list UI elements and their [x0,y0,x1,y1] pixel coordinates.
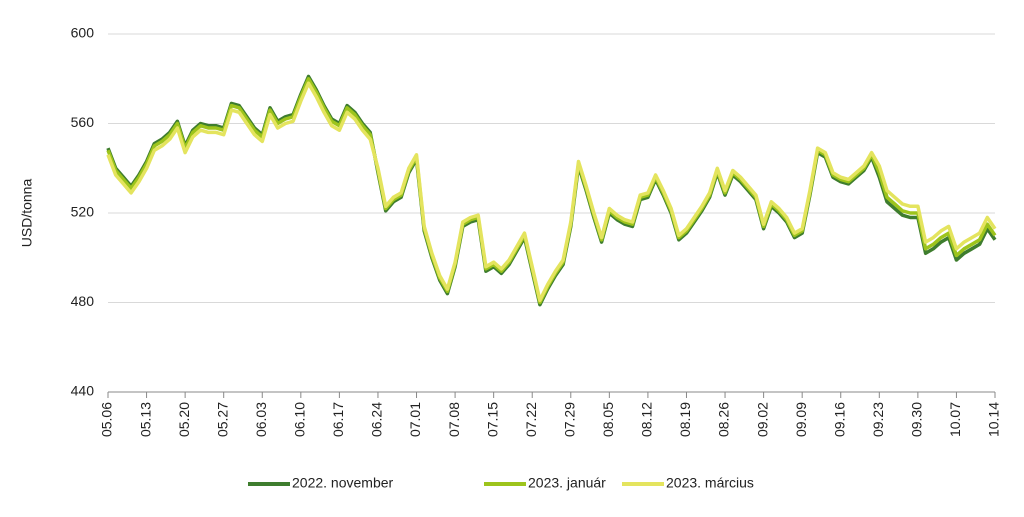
legend-label: 2022. november [292,475,394,491]
y-tick-label: 520 [71,204,95,220]
series-line [106,81,997,303]
x-tick-label: 08.12 [639,402,655,437]
x-tick-label: 08.05 [600,402,616,437]
x-tick-label: 09.16 [831,402,847,437]
x-tick-label: 07.15 [484,402,500,437]
x-tick-label: 10.14 [986,402,1002,437]
x-tick-label: 05.27 [214,402,230,437]
legend-label: 2023. március [666,475,754,491]
y-tick-label: 440 [71,383,95,399]
legend-label: 2023. január [528,475,606,491]
x-tick-label: 06.10 [292,402,308,437]
x-tick-label: 10.07 [947,402,963,437]
x-tick-label: 07.22 [523,402,539,437]
y-tick-label: 480 [71,293,95,309]
x-tick-label: 06.24 [369,402,385,437]
x-tick-label: 05.06 [99,402,115,437]
x-tick-label: 09.23 [870,402,886,437]
x-tick-label: 09.02 [754,402,770,437]
x-tick-label: 07.08 [446,402,462,437]
x-tick-label: 07.01 [407,402,423,437]
y-tick-label: 600 [71,25,95,41]
x-tick-label: 05.13 [137,402,153,437]
x-tick-label: 05.20 [176,402,192,437]
x-tick-label: 07.29 [561,402,577,437]
x-tick-label: 08.26 [716,402,732,437]
x-tick-label: 06.03 [253,402,269,437]
x-tick-label: 09.30 [909,402,925,437]
x-tick-label: 06.17 [330,402,346,437]
x-tick-label: 08.19 [677,402,693,437]
y-tick-label: 560 [71,114,95,130]
x-tick-label: 09.09 [793,402,809,437]
y-axis-label: USD/tonna [19,179,35,248]
